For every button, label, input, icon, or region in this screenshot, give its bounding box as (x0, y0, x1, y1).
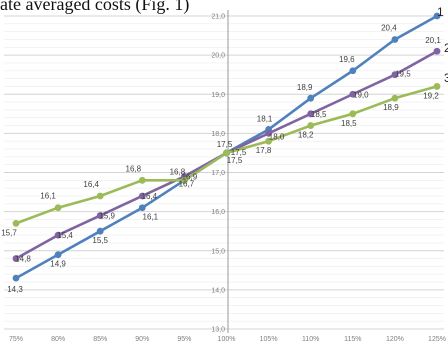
data-point (391, 94, 399, 102)
figure-caption-fragment: ate averaged costs (Fig. 1) (0, 0, 190, 14)
x-axis-tick-labels: 75% 80% 85% 90% 95% 100% 105% 110% 115% 120% 125% (9, 336, 446, 343)
x-tick-label: 100% (218, 336, 236, 343)
series-name-tag: 1 (437, 5, 444, 19)
data-label: 15,7 (1, 228, 17, 237)
data-label: 16,4 (142, 192, 158, 201)
gridlines (4, 10, 444, 333)
data-label: 16,7 (179, 179, 195, 188)
x-tick-label: 105% (260, 336, 278, 343)
data-point (12, 274, 20, 282)
data-label: 15,5 (92, 236, 108, 245)
data-label: 16,1 (143, 213, 159, 222)
data-point (12, 219, 20, 227)
data-point (54, 204, 62, 212)
data-label: 18,5 (341, 119, 357, 128)
data-point (12, 255, 20, 262)
data-point (391, 36, 399, 43)
data-label: 16,4 (83, 180, 99, 189)
data-labels: 14,3 14,9 15,5 16,1 16,7 17,5 18,1 18,9 19,6 20,4… (1, 23, 441, 294)
x-tick-label: 85% (93, 336, 107, 343)
data-point (265, 129, 272, 137)
series-lines (12, 12, 441, 282)
data-point (181, 176, 188, 184)
data-label: 17,5 (231, 148, 247, 157)
series-end-tags: 1 2 3 (437, 5, 448, 85)
data-point (349, 90, 357, 98)
data-point (433, 83, 441, 90)
y-tick-label: 21,0 (211, 14, 225, 21)
data-point (433, 47, 441, 55)
x-tick-label: 120% (386, 336, 404, 343)
data-label: 16,9 (182, 172, 198, 181)
data-point (307, 94, 315, 102)
x-tick-label: 110% (302, 336, 319, 343)
data-point (138, 176, 146, 184)
data-label: 18,1 (257, 114, 273, 123)
y-tick-label: 18,0 (211, 131, 225, 138)
data-label: 18,2 (298, 131, 314, 140)
y-axis-tick-labels: 13,0 14,0 15,0 16,0 17,0 18,0 19,0 20,0 21,0 (211, 14, 225, 334)
data-point (96, 227, 104, 235)
y-tick-label: 19,0 (211, 92, 225, 99)
y-tick-label: 15,0 (211, 248, 225, 255)
data-point (54, 251, 62, 259)
series-name-tag: 3 (444, 71, 448, 85)
data-label: 14,3 (7, 285, 23, 294)
data-label: 17,5 (217, 140, 233, 149)
data-label: 16,8 (170, 167, 186, 176)
data-label: 20,4 (381, 23, 397, 32)
x-tick-label: 95% (177, 336, 191, 343)
data-label: 19,5 (395, 70, 411, 79)
x-tick-label: 80% (51, 336, 65, 343)
data-point (433, 12, 441, 20)
data-label: 18,5 (311, 110, 327, 119)
data-point (54, 231, 62, 239)
data-label: 18,0 (269, 132, 285, 141)
data-point (391, 71, 399, 79)
data-point (223, 149, 230, 157)
data-label: 16,8 (126, 164, 142, 173)
data-label: 19,0 (353, 90, 369, 99)
data-label: 16,1 (40, 192, 56, 201)
y-tick-label: 17,0 (211, 170, 225, 177)
data-label: 18,9 (297, 83, 313, 92)
data-point (265, 137, 272, 145)
data-label: 20,1 (425, 36, 441, 45)
data-point (307, 122, 315, 129)
y-tick-label: 14,0 (211, 287, 225, 294)
y-tick-label: 16,0 (211, 209, 225, 216)
data-point (96, 192, 104, 200)
x-tick-label: 125% (428, 336, 446, 343)
data-point (307, 110, 315, 118)
data-label: 17,5 (227, 156, 243, 165)
x-tick-label: 115% (344, 336, 361, 343)
data-point (349, 110, 357, 118)
data-label: 17,8 (256, 146, 272, 155)
data-point (138, 204, 146, 212)
series-name-tag: 2 (444, 41, 448, 55)
data-point (96, 212, 104, 219)
data-label: 19,6 (339, 55, 355, 64)
data-label: 19,2 (423, 91, 439, 100)
y-tick-label: 20,0 (211, 53, 225, 60)
data-label: 18,9 (383, 103, 399, 112)
x-tick-label: 90% (135, 336, 149, 343)
data-point (349, 67, 357, 75)
data-label: 14,9 (50, 260, 66, 269)
data-label: 14,8 (15, 255, 31, 264)
data-point (138, 192, 146, 200)
data-label: 15,4 (57, 231, 73, 240)
y-tick-label: 13,0 (211, 327, 225, 334)
x-tick-label: 75% (9, 336, 23, 343)
data-label: 15,9 (99, 212, 115, 221)
